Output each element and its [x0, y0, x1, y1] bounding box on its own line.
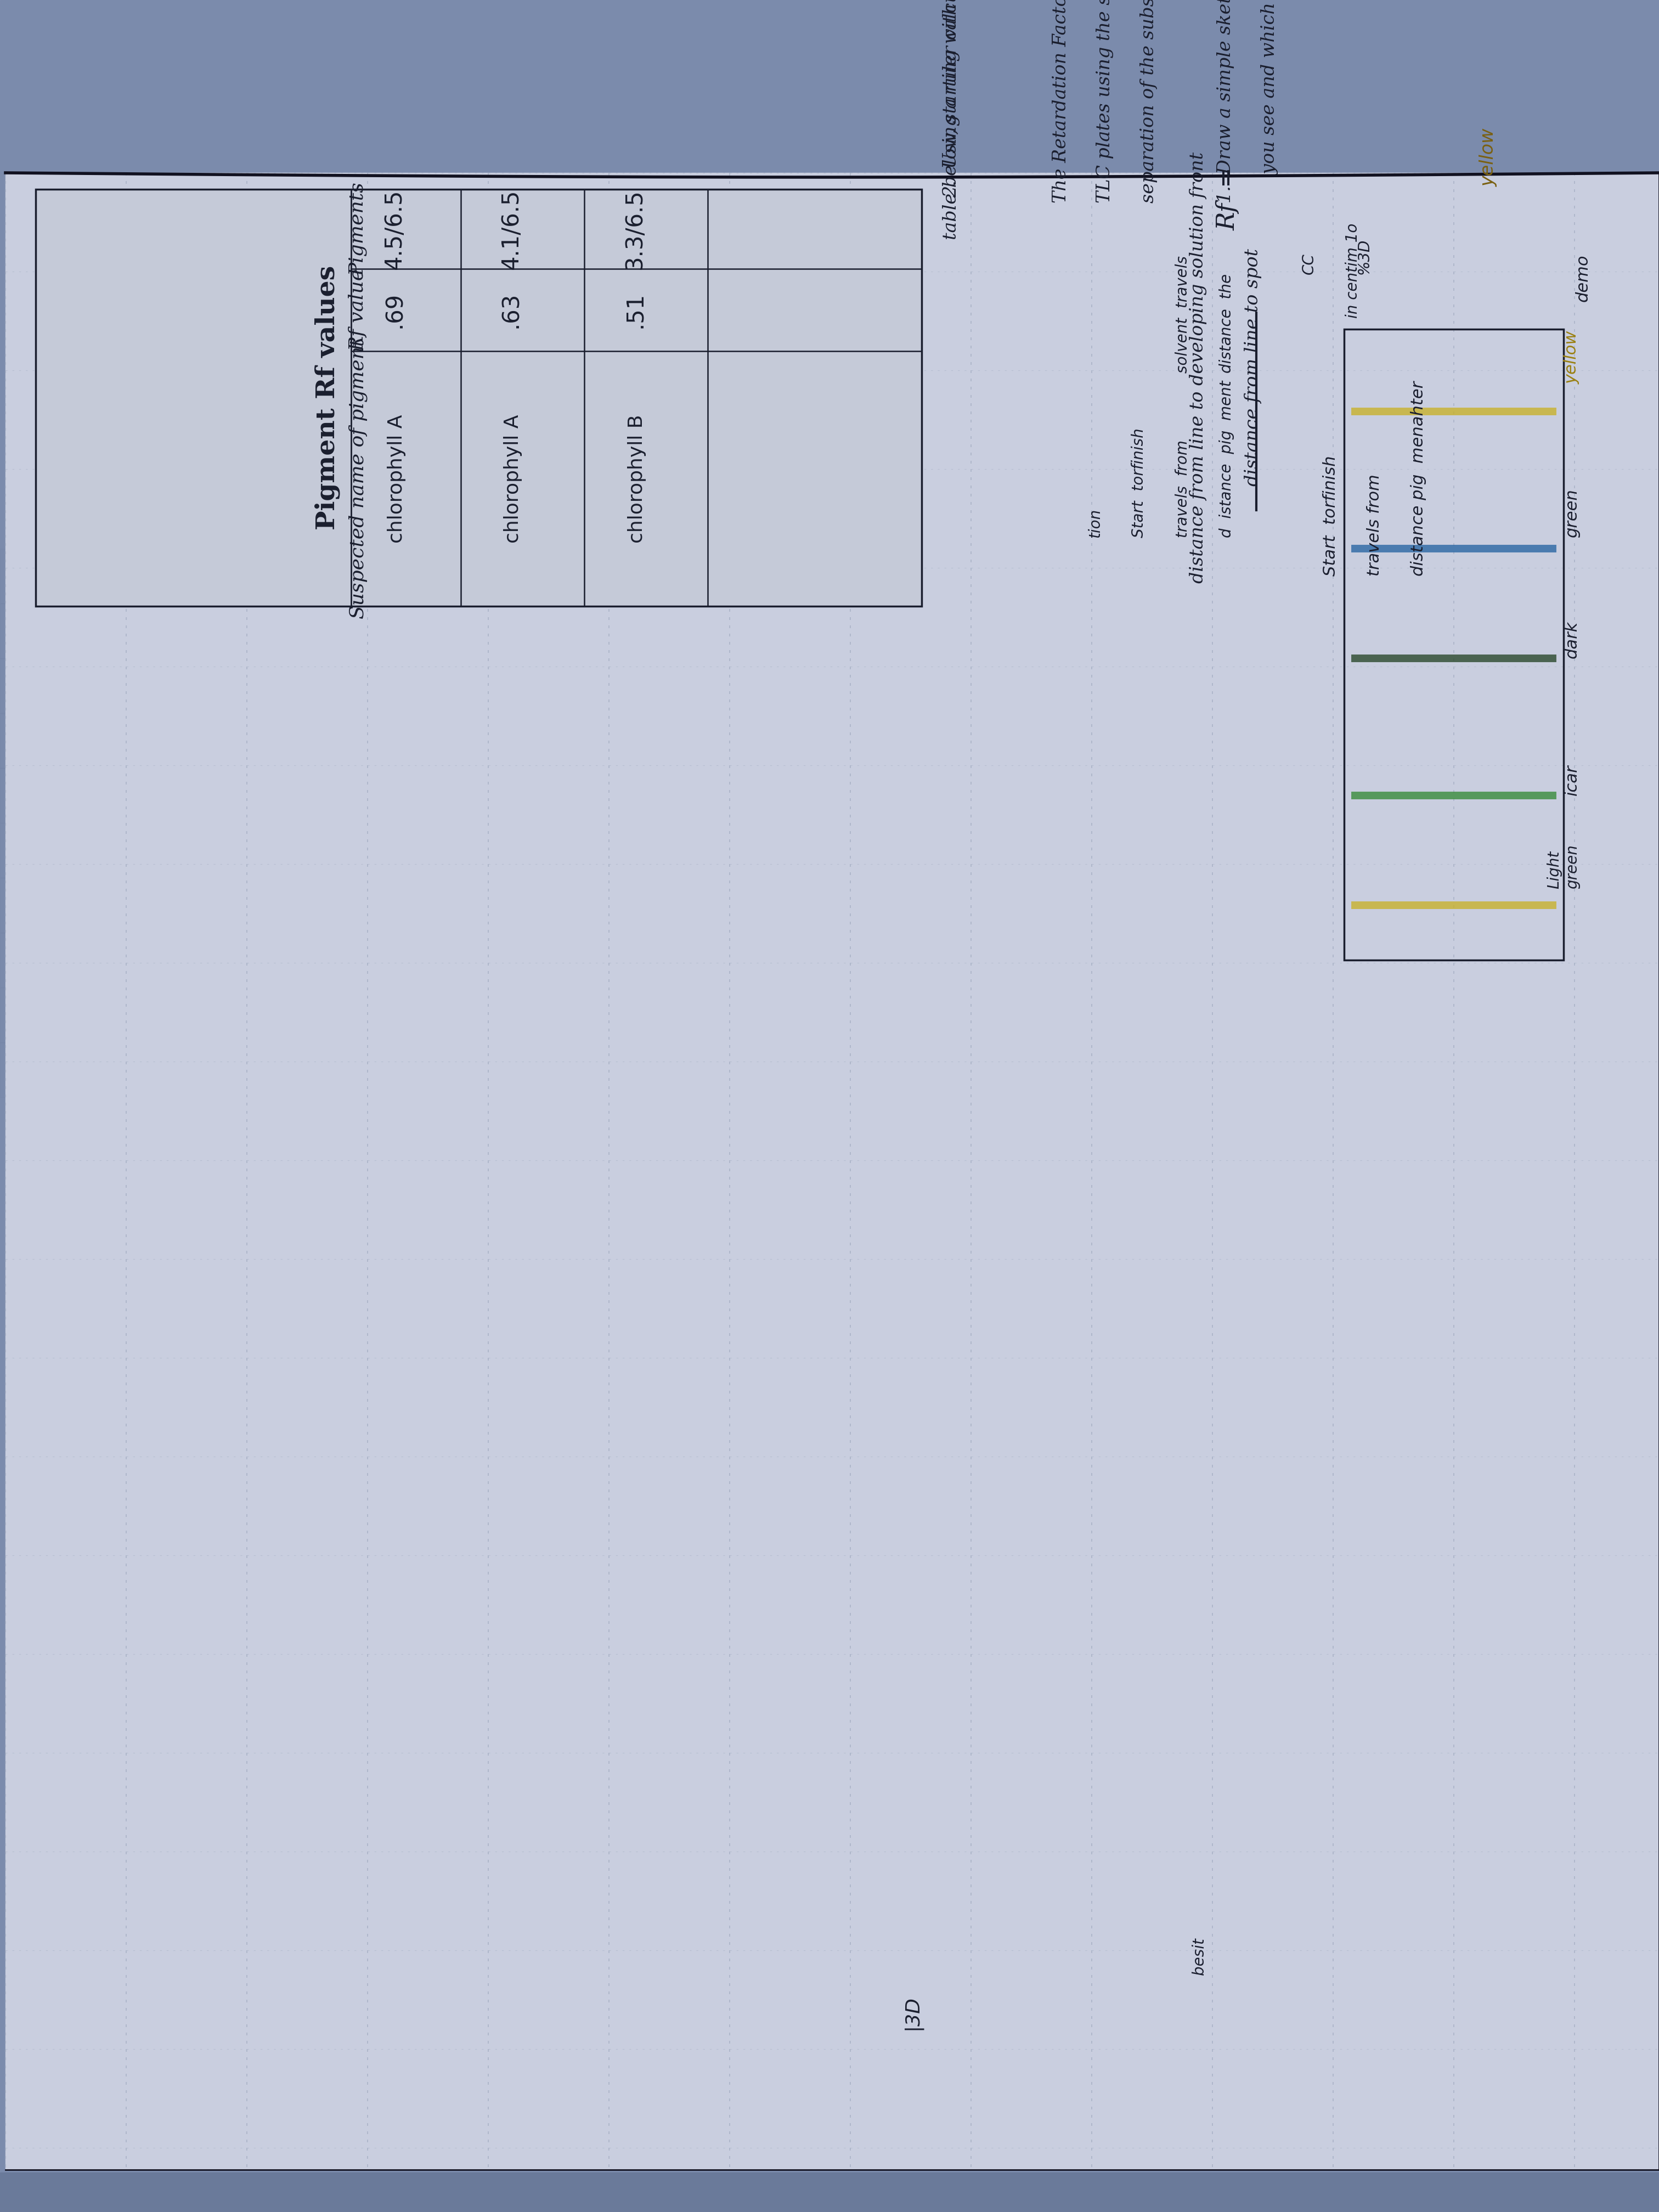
Text: .63: .63 [499, 292, 523, 327]
Bar [0, 219, 1659, 274]
Text: Pigment Rf values: Pigment Rf values [315, 265, 340, 531]
Bar [0, 604, 1659, 659]
Text: besit: besit [1191, 1938, 1208, 1975]
Bar [0, 2172, 1659, 2212]
Text: you see and which pigments you think they are.: you see and which pigments you think the… [1261, 0, 1279, 204]
Text: chlorophyll A: chlorophyll A [504, 414, 523, 542]
Text: CC: CC [1301, 252, 1317, 274]
Text: green: green [1564, 489, 1579, 538]
Text: separation of the substances.  It is calculated as:: separation of the substances. It is calc… [1140, 0, 1158, 204]
Text: dark: dark [1564, 622, 1579, 659]
Text: 2.  Using a ruler calculate the Rf values for your separated pigments and log th: 2. Using a ruler calculate the Rf values… [942, 0, 961, 197]
Text: d  istance  pig  ment: d istance pig ment [1219, 380, 1234, 538]
Text: TLC plates using the same developing solution, and gives the user a relative dif: TLC plates using the same developing sol… [1097, 0, 1113, 204]
Bar [0, 659, 1659, 712]
Text: Start  torfinish: Start torfinish [1131, 429, 1146, 538]
Text: .69: .69 [383, 292, 406, 327]
Text: demo: demo [1574, 254, 1591, 301]
Bar [0, 987, 1659, 1042]
Text: %3D: %3D [1355, 239, 1372, 274]
Bar [0, 0, 1659, 55]
Text: yellow: yellow [1564, 330, 1579, 385]
Bar [0, 164, 1659, 219]
Bar [0, 55, 1659, 111]
Text: distance from line to developing solution front: distance from line to developing solutio… [1190, 153, 1208, 584]
Bar [0, 385, 1659, 438]
Text: travels  from: travels from [1175, 440, 1191, 538]
Bar [0, 933, 1659, 987]
Text: distance from line to spot: distance from line to spot [1244, 248, 1262, 487]
Text: in centim 1o: in centim 1o [1345, 223, 1360, 319]
Bar [0, 712, 1659, 768]
Bar [0, 330, 1659, 385]
Bar [0, 493, 1659, 549]
Text: Pigments: Pigments [348, 181, 368, 276]
Text: Light
green: Light green [1546, 845, 1579, 889]
Text: tion: tion [1087, 509, 1103, 538]
Bar [0, 438, 1659, 493]
Bar [0, 768, 1659, 823]
Bar [1344, 330, 1563, 960]
Bar [0, 549, 1659, 604]
Text: distance pig  menahter: distance pig menahter [1410, 380, 1427, 575]
Text: Suspected name of pigment: Suspected name of pigment [348, 338, 368, 619]
Text: travels from: travels from [1367, 473, 1382, 575]
Bar [35, 190, 922, 606]
Bar [0, 823, 1659, 878]
Text: table below, starting with the pigment closest to the solvent front (top).: table below, starting with the pigment c… [942, 0, 961, 270]
Text: solvent  travels: solvent travels [1175, 257, 1191, 374]
Text: .51: .51 [622, 292, 645, 327]
Bar [0, 878, 1659, 933]
Text: chlorophyll A: chlorophyll A [387, 414, 406, 542]
Text: 1.  Draw a simple sketch of your TLC plate to the right, indicating the location: 1. Draw a simple sketch of your TLC plat… [1216, 0, 1234, 204]
Text: Rf value: Rf value [348, 270, 368, 352]
Text: yellow: yellow [1480, 128, 1498, 186]
Text: distance  the: distance the [1219, 274, 1234, 374]
Bar [0, 1042, 1659, 1097]
Text: chlorophyll B: chlorophyll B [627, 414, 645, 542]
Text: Start  torfinish: Start torfinish [1322, 456, 1339, 575]
Bar [0, 111, 1659, 164]
Text: 3.3/6.5: 3.3/6.5 [622, 188, 645, 270]
Text: 4.5/6.5: 4.5/6.5 [383, 188, 406, 270]
Text: icar: icar [1564, 765, 1579, 796]
Bar [0, 274, 1659, 330]
Text: Rf  =: Rf = [1216, 168, 1239, 230]
Text: The Retardation Factor (Rf) is a way to normalize the separation of substances a: The Retardation Factor (Rf) is a way to … [1052, 0, 1070, 204]
Text: 4.1/6.5: 4.1/6.5 [499, 188, 523, 270]
Text: |3D: |3D [902, 1995, 922, 2031]
